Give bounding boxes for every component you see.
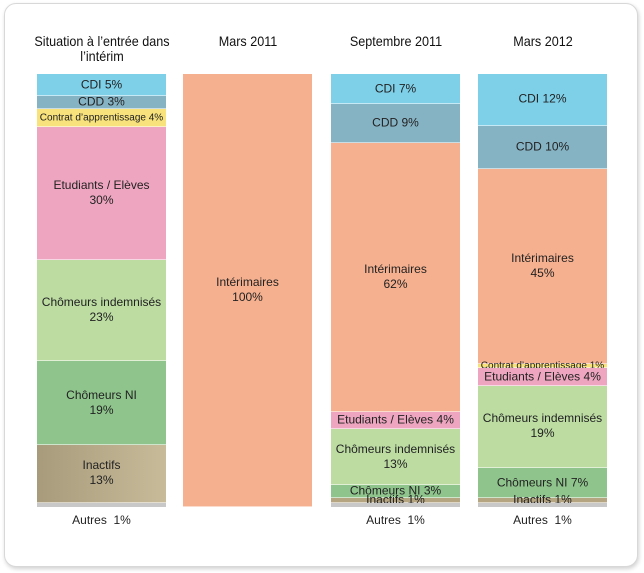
segment-name: CDD [78,94,105,109]
segment-value: 13% [89,473,114,488]
bar-segment-contrat-d-apprentissage-col1: Contrat d’apprentissage 4% [37,109,166,128]
segment-label-chomeurs-indemnises: Chômeurs indemnisés 19% [478,411,607,441]
segment-label-interimaires: Intérimaires 62% [331,262,460,292]
segment-name: Intérimaires [511,251,574,266]
segment-value: 9% [401,115,419,130]
segment-label-cdi: CDI 7% [331,81,460,96]
bar-segment-cdd-col1: CDD 3% [37,95,166,110]
segment-name: CDI [374,81,396,96]
bar-segment-inactifs-col1: Inactifs 13% [37,445,166,503]
segment-value: 10% [545,139,570,154]
bar-segment-cdi-col1: CDI 5% [37,74,166,97]
autres-caption-col4: Autres 1% [513,513,572,527]
segment-label-interimaires: Intérimaires 45% [478,251,607,281]
bar-segment-cdd-col4: CDD 10% [478,125,607,170]
segment-value: 5% [104,77,123,92]
segment-label-inactifs: Inactifs 13% [37,458,166,488]
segment-name: Etudiants / Elèves [53,177,150,192]
segment-value: 13% [383,456,408,471]
bar-segment-interimaires-col3: Intérimaires 62% [331,143,460,412]
segment-label-etudiants-eleves: Etudiants / Elèves 4% [331,412,460,427]
segment-value: 4% [583,369,601,384]
column-title-1: Situation à l’entrée dans l’intérim [33,33,170,64]
bar-segment-cdd-col3: CDD 9% [331,104,460,144]
segment-label-chomeurs-ni: Chômeurs NI 3% [331,484,460,499]
segment-label-cdi: CDI 5% [37,77,166,92]
segment-name: Etudiants / Elèves [484,369,581,384]
segment-name: Intérimaires [364,261,427,276]
bar-segment-etudiants-eleves-col1: Etudiants / Elèves 30% [37,127,166,260]
bar-segment-autres-col3 [331,502,460,507]
segment-label-contrat-d-apprentissage: Contrat d’apprentissage 4% [37,110,166,125]
bar-segment-autres-col1 [37,502,166,507]
bar-segment-autres-col4 [478,502,607,507]
segment-name: Chômeurs indemnisés [41,294,162,309]
segment-value: 23% [89,309,114,324]
autres-caption-col3: Autres 1% [366,513,425,527]
column-title-2: Mars 2011 [218,33,277,49]
segment-name: CDD [372,115,399,130]
segment-label-cdd: CDD 3% [37,95,166,110]
bar-segment-interimaires-col2: Intérimaires 100% [183,74,312,507]
segment-name: Chômeurs indemnisés [482,411,603,426]
segment-value: 19% [530,426,555,441]
segment-label-interimaires: Intérimaires 100% [183,275,312,305]
bar-segment-cdi-col3: CDI 7% [331,74,460,105]
segment-value: 62% [383,276,408,291]
bar-segment-chomeurs-ni-col4: Chômeurs NI 7% [478,468,607,499]
segment-label-chomeurs-ni: Chômeurs NI 7% [478,475,607,490]
bar-segment-cdi-col4: CDI 12% [478,74,607,126]
segment-label-cdd: CDD 10% [478,140,607,155]
segment-name: Chômeurs NI [66,387,137,402]
segment-label-chomeurs-ni: Chômeurs NI 19% [37,388,166,418]
bar-segment-chomeurs-ni-col3: Chômeurs NI 3% [331,484,460,499]
segment-name: Etudiants / Elèves [337,412,434,427]
segment-name: Inactifs [82,458,121,473]
bar-segment-etudiants-eleves-col3: Etudiants / Elèves 4% [331,411,460,430]
bar-segment-interimaires-col4: Intérimaires 45% [478,169,607,365]
bar-segment-chomeurs-indemnises-col3: Chômeurs indemnisés 13% [331,429,460,486]
segment-value: 7% [398,81,417,96]
bar-segment-chomeurs-indemnises-col4: Chômeurs indemnisés 19% [478,385,607,469]
bar-segment-chomeurs-indemnises-col1: Chômeurs indemnisés 23% [37,259,166,362]
segment-value: 100% [232,290,263,304]
segment-name: Intérimaires [216,275,279,289]
segment-label-etudiants-eleves: Etudiants / Elèves 4% [478,369,607,384]
segment-value: 30% [89,192,114,207]
segment-value: 7% [570,475,589,490]
segment-value: 4% [436,412,454,427]
segment-name: Chômeurs NI [349,483,421,498]
segment-value: 19% [89,402,114,417]
segment-label-chomeurs-indemnises: Chômeurs indemnisés 23% [37,295,166,325]
segment-name: CDI [80,77,102,92]
segment-value: 3% [107,94,125,109]
segment-value: 3% [423,483,442,498]
segment-name: Chômeurs indemnisés [335,441,456,456]
segment-label-cdd: CDD 9% [331,116,460,131]
segment-name: Chômeurs NI [496,475,568,490]
segment-label-chomeurs-indemnises: Chômeurs indemnisés 13% [331,442,460,472]
column-title-4: Mars 2012 [512,33,573,49]
segment-name: CDI [518,91,540,106]
segment-label-cdi: CDI 12% [478,92,607,107]
segment-label-etudiants-eleves: Etudiants / Elèves 30% [37,178,166,208]
autres-caption-col1: Autres 1% [72,513,131,527]
bar-segment-chomeurs-ni-col1: Chômeurs NI 19% [37,361,166,446]
segment-name: Contrat d’apprentissage [39,112,146,124]
column-title-3: Septembre 2011 [349,33,442,49]
segment-name: CDD [515,139,542,154]
segment-value: 45% [530,266,555,281]
bar-segment-etudiants-eleves-col4: Etudiants / Elèves 4% [478,368,607,386]
segment-value: 12% [542,91,567,106]
segment-value: 4% [148,112,164,124]
